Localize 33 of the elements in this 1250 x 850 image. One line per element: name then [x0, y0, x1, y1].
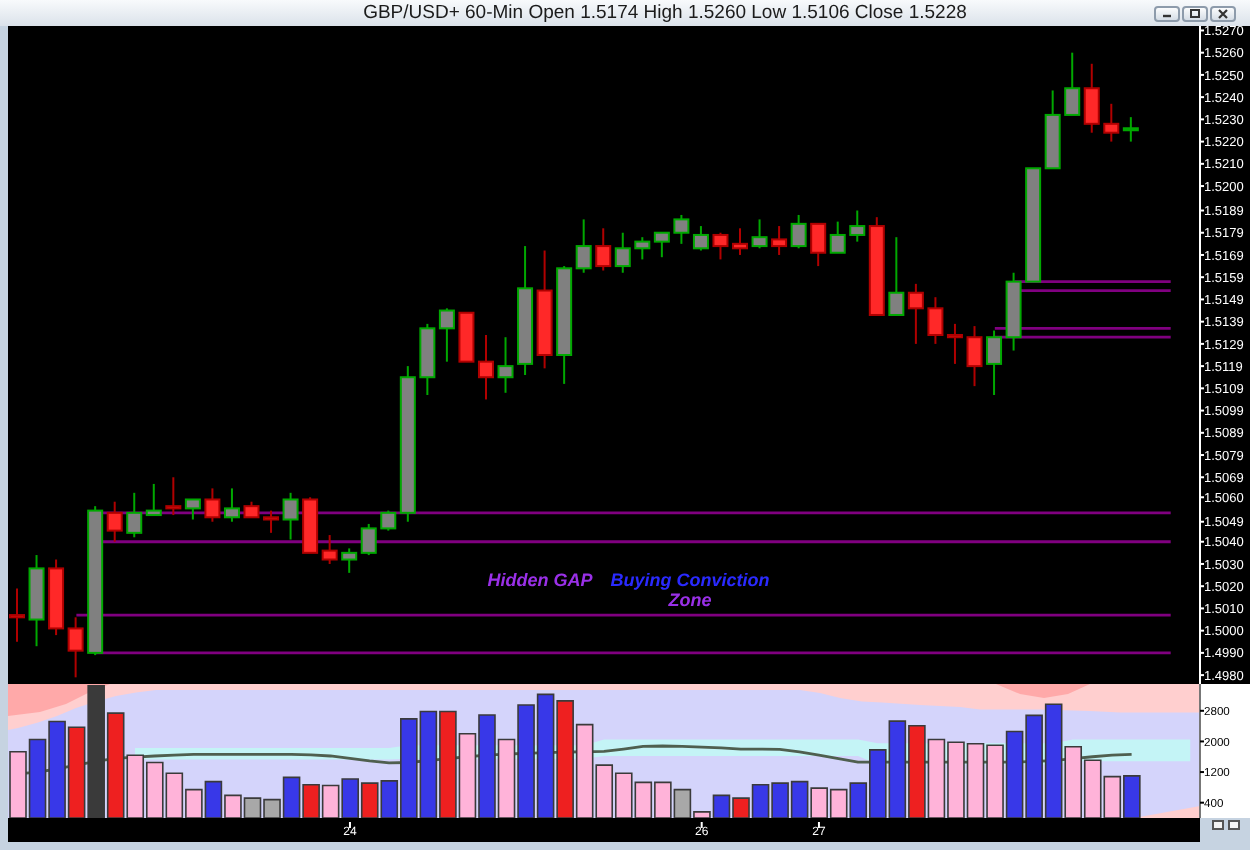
- candlestick: [986, 329, 1003, 397]
- candlestick: [966, 325, 983, 388]
- candlestick: [477, 333, 494, 401]
- candlestick: [595, 227, 612, 272]
- candlestick: [282, 491, 299, 541]
- candlestick: [67, 616, 84, 679]
- candlestick: [204, 487, 221, 523]
- chart-title: GBP/USD+ 60-Min Open 1.5174 High 1.5260 Low 1.5106 Close 1.5228: [363, 2, 967, 24]
- candlestick: [946, 322, 963, 365]
- candlestick: [9, 587, 25, 643]
- candlestick: [341, 547, 358, 574]
- annotation: Buying Conviction Zone: [610, 570, 770, 610]
- candlestick: [888, 236, 905, 316]
- candlestick: [321, 534, 338, 565]
- candlestick: [790, 213, 807, 250]
- candlestick: [751, 218, 768, 250]
- candlestick: [438, 307, 455, 363]
- candlestick: [497, 336, 514, 394]
- candlestick: [712, 231, 729, 261]
- candlestick: [1122, 116, 1139, 143]
- candlestick: [126, 491, 143, 539]
- candlestick: [223, 487, 240, 523]
- candlestick: [263, 509, 280, 534]
- candlestick: [145, 482, 162, 517]
- candlestick: [575, 218, 592, 274]
- candlestick: [106, 500, 123, 543]
- candlestick: [184, 498, 201, 521]
- candlestick: [771, 225, 788, 256]
- candlestick: [810, 222, 827, 268]
- candlestick: [692, 225, 709, 252]
- candlestick: [732, 227, 749, 256]
- candlestick: [165, 476, 182, 517]
- annotation: Hidden GAP: [487, 570, 593, 590]
